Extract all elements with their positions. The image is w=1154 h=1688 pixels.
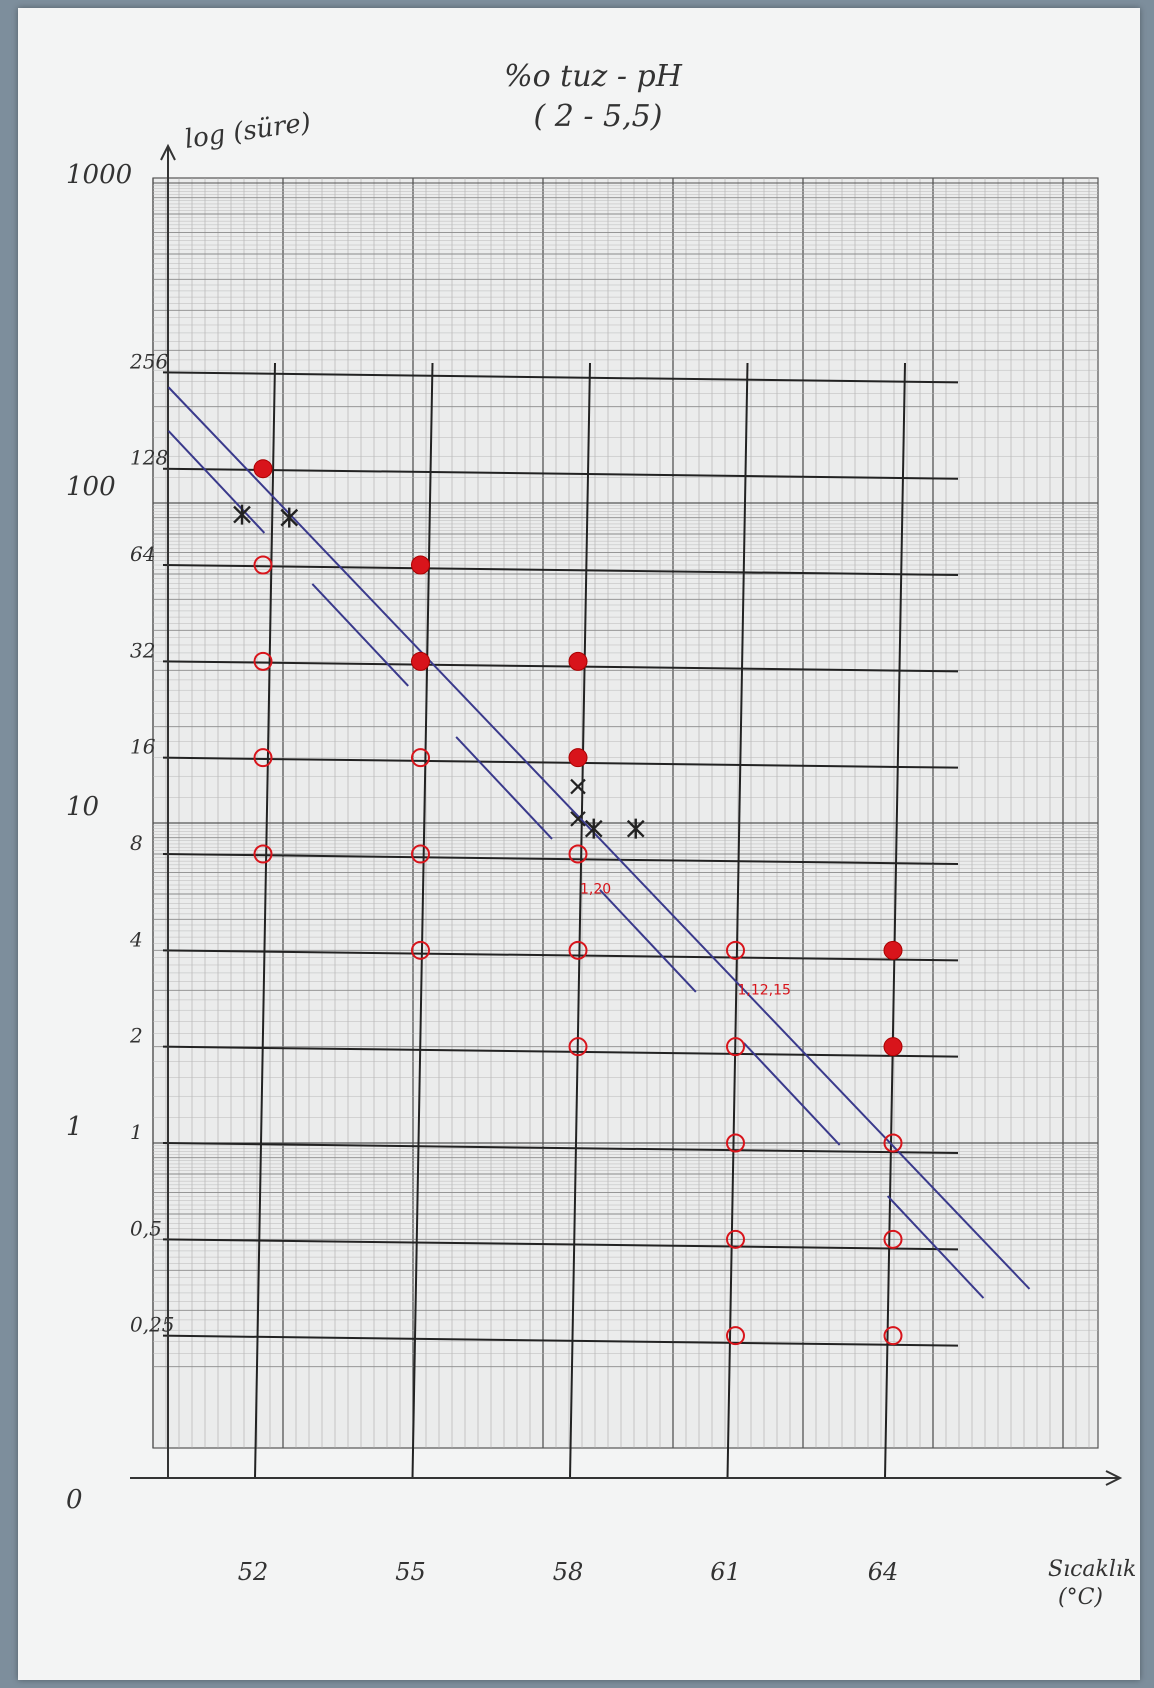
- level-line: [162, 371, 959, 384]
- level-line: [162, 949, 959, 962]
- grid-frame: [152, 177, 1099, 1449]
- filled-circle-point: [411, 651, 430, 671]
- x-axis-arrow: [1105, 1470, 1123, 1486]
- level-line: [162, 1238, 959, 1251]
- level-label: 0,5: [130, 1216, 162, 1240]
- open-circle-point: [726, 1037, 745, 1057]
- filled-circle-point: [568, 748, 588, 768]
- x-tick-label: 58: [553, 1558, 584, 1586]
- level-line: [162, 1142, 959, 1154]
- star-point: [626, 818, 645, 839]
- level-label: 32: [130, 638, 155, 662]
- temperature-line: [411, 362, 434, 1479]
- point-annotation: 1,20: [580, 881, 611, 897]
- y-tick-label-left: 10: [66, 792, 99, 822]
- x-tick-label: 64: [868, 1558, 899, 1586]
- open-circle-point: [726, 1326, 745, 1346]
- open-circle-point: [568, 940, 588, 960]
- level-line: [162, 1334, 959, 1347]
- filled-circle-point: [883, 1037, 903, 1057]
- x-tick-label: 55: [395, 1558, 426, 1586]
- open-circle-point: [883, 1326, 903, 1346]
- star-point: [280, 507, 299, 528]
- level-label: 256: [129, 349, 168, 373]
- chart-subtitle: ( 2 - 5,5): [534, 99, 663, 134]
- vertical-lines: 52 55 58 61 64: [238, 362, 906, 1586]
- open-circle-point: [726, 1133, 745, 1153]
- chart-title: %o tuz - pH: [504, 59, 683, 94]
- open-circle-point: [253, 844, 273, 864]
- open-circle-point: [253, 555, 273, 575]
- y-tick-label-left: 1000: [66, 160, 132, 190]
- y-axis-arrow: [160, 143, 176, 161]
- level-label: 4: [129, 927, 143, 951]
- y-axis-label: log (süre): [183, 108, 313, 155]
- filled-circle-point: [568, 651, 588, 671]
- star-point: [584, 818, 603, 839]
- level-label: 16: [130, 735, 156, 759]
- open-circle-point: [568, 1037, 588, 1057]
- grid: [152, 177, 1099, 1449]
- open-circle-point: [253, 651, 273, 671]
- graph-paper: 256 128 64 32 16 8 4 2 1 0,5 0,25 52 55 58 61 64 1000 1…: [18, 8, 1140, 1680]
- x-axis-unit: (°C): [1058, 1585, 1103, 1610]
- y-tick-label-left: 100: [66, 472, 116, 502]
- x-tick-label: 52: [238, 1558, 269, 1586]
- level-label: 128: [130, 446, 168, 470]
- y-tick-label-left: 1: [66, 1112, 83, 1142]
- y-tick-label-left: 0: [66, 1485, 83, 1515]
- level-label: 1: [130, 1120, 143, 1144]
- level-line: [162, 853, 959, 866]
- open-circle-point: [726, 1229, 745, 1249]
- level-label: 2: [129, 1024, 143, 1048]
- open-circle-point: [411, 844, 430, 864]
- x-tick-label: 61: [710, 1558, 741, 1586]
- star-point: [233, 504, 251, 525]
- open-circle-point: [726, 940, 745, 960]
- level-label: 8: [130, 831, 143, 855]
- temperature-line: [884, 362, 906, 1479]
- level-line: [162, 1045, 959, 1058]
- open-circle-point: [253, 748, 273, 768]
- filled-circle-point: [883, 940, 903, 960]
- level-label: 64: [130, 542, 155, 566]
- open-circle-point: [411, 940, 430, 960]
- temperature-line: [569, 362, 591, 1479]
- data-marks: 1,20 1,12,15: [233, 459, 903, 1346]
- open-circle-point: [883, 1133, 903, 1153]
- filled-circle-point: [411, 555, 430, 575]
- point-annotation: 1,12,15: [738, 982, 791, 998]
- temperature-line: [254, 362, 276, 1479]
- x-point: [570, 778, 586, 795]
- open-circle-point: [883, 1229, 903, 1249]
- x-point: [570, 811, 586, 827]
- level-line: [162, 564, 959, 577]
- x-axis-label: Sıcaklık: [1048, 1557, 1136, 1582]
- level-line: [162, 660, 959, 673]
- open-circle-point: [411, 748, 430, 768]
- temperature-line: [726, 362, 749, 1479]
- level-line: [162, 756, 959, 769]
- filled-circle-point: [253, 459, 273, 479]
- level-line: [162, 467, 959, 480]
- open-circle-point: [568, 844, 588, 864]
